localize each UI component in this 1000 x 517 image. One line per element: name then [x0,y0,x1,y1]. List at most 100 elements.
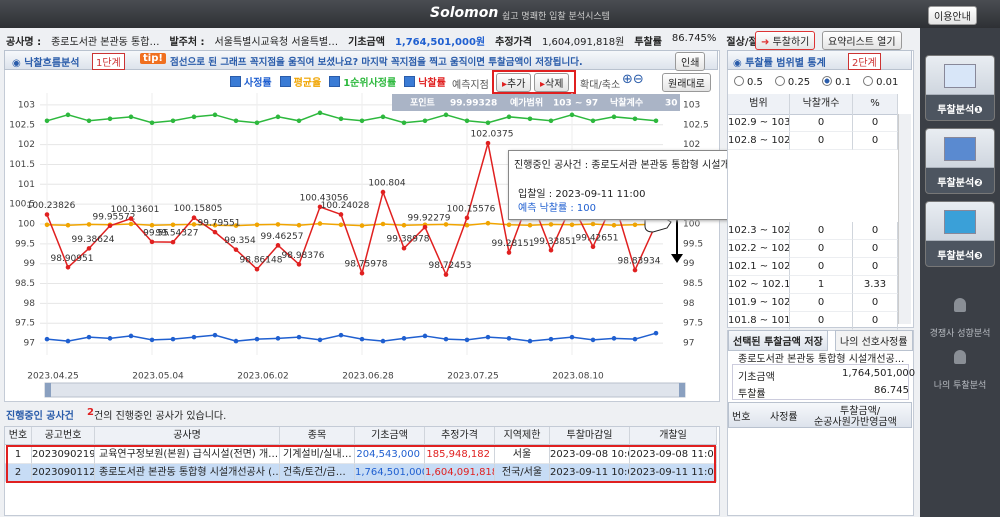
print-button[interactable]: 인쇄 [675,52,706,71]
nav-label: 투찰분석❶ [937,105,983,116]
data-point [422,224,428,230]
column-header: 종목 [280,427,355,445]
data-point [44,336,50,342]
y-tick-label: 98 [24,299,36,309]
y2-tick-label: 97 [683,339,694,349]
predict-label: 예측지점 [452,80,489,91]
nav-tile[interactable]: 투찰분석❶ [925,55,995,121]
radio-option[interactable]: 0.5 [734,76,763,88]
bid-button[interactable]: ➜ 투찰하기 [755,31,816,50]
data-point [401,245,407,251]
scroll-handle[interactable] [45,383,51,397]
preference-tab[interactable]: 나의 선호사정률 [835,330,913,351]
data-point [317,110,323,116]
data-point [380,189,386,195]
legend-entry[interactable]: 사정률 [230,74,272,89]
column-header: 범위 [728,94,790,115]
data-point [527,222,533,228]
help-button[interactable]: 이용안내 [928,6,977,25]
data-label: 98.83934 [618,257,661,267]
info-label: 포인트 [410,98,436,109]
legend-entry[interactable]: 평균율 [279,74,321,89]
data-point [443,112,449,118]
data-point [569,222,575,228]
chart-panel-title: ◉ 낙찰흐름분석 [12,58,80,69]
flag-icon: ▸ [540,79,546,90]
table-cell: 1 [790,276,853,294]
saved-value: 1,764,501,000 [842,368,916,379]
radio-option[interactable]: 0.01 [863,76,898,88]
x-tick-label: 2023.04.25 [27,372,79,382]
table-cell: 102.8 ~ 102.9 [728,132,790,150]
data-point [464,118,470,124]
series-line [46,332,657,342]
data-point [191,222,197,227]
data-point [485,220,491,226]
reset-button[interactable]: 원래대로 [662,73,711,92]
data-point [170,222,176,228]
nav-link[interactable]: 나의 투찰분석 [933,381,987,391]
data-point [401,222,407,228]
data-point [359,336,365,342]
table-cell: 교육연구정보원(본원) 급식시설(전면) 개… [95,446,280,464]
nav-icon [954,298,966,312]
saved-tab[interactable]: 선택된 투찰금액 저장 [728,330,828,351]
step-badge[interactable]: 1단계 [92,53,125,70]
data-point [338,222,344,228]
series: 100.23826 98.90951 99.38624 99.95572100.136… [27,130,661,277]
data-point [632,336,638,342]
scrollbar[interactable] [44,382,686,398]
data-point [443,222,449,227]
bid-icon: ➜ [761,37,773,48]
nav-tile[interactable]: 투찰분석❸ [925,201,995,267]
ongoing-count: 2 [87,407,94,418]
radio [863,76,874,86]
data-label: 99.38624 [72,235,115,245]
y-tick-label: 102 [18,140,35,150]
chart-panel-header [4,50,718,70]
data-point [107,336,113,341]
data-point [443,336,449,342]
scroll-handle[interactable] [679,383,685,397]
radio-label: 0.25 [787,77,811,88]
table-cell: 2023-09-08 10:00 [550,446,630,464]
summary-button[interactable]: 요약리스트 열기 [822,31,902,50]
data-point [128,216,134,221]
table-cell: 102.1 ~ 102.2 [728,258,790,276]
data-point [569,112,575,118]
zoom-icons[interactable]: ⊕⊖ [622,72,644,87]
data-point [149,222,155,228]
legend: 사정률 평균율 1순위사정률 낙찰률 [230,74,446,89]
top-bar [0,0,1000,28]
data-point [149,337,155,343]
delete-button[interactable]: ▸삭제 [534,73,570,92]
nav-link[interactable]: 경쟁사 성향분석 [929,329,991,339]
table-cell: 2023-09-08 11:00 [630,446,717,464]
highlight-box [6,445,716,483]
legend-entry[interactable]: 1순위사정률 [329,74,396,89]
add-button[interactable]: ▸추가 [496,73,532,92]
data-point [548,336,554,342]
data-label: 98.72453 [429,261,472,271]
column-header: 지역제한 [495,427,550,445]
info-label: 기초금액 [348,37,385,48]
column-header: 개찰일 [630,427,717,445]
nav-tile[interactable]: 투찰분석❷ [925,128,995,194]
radio-option[interactable]: 0.1 [822,76,851,88]
data-point [44,222,50,228]
legend-entry[interactable]: 낙찰률 [404,74,446,89]
radio-option[interactable]: 0.25 [774,76,811,88]
data-point [275,114,281,120]
tooltip-title: 진행중인 공사건 : 종로도서관 본관동 통합형 시설개선공사 (긴급공고) (… [514,160,853,171]
column-header: 낙찰개수 [790,94,853,115]
table-cell: 0 [790,312,853,330]
step-badge[interactable]: 2단계 [848,53,881,70]
data-point [296,334,302,340]
data-point [359,270,365,276]
data-point [443,272,449,277]
radio [774,76,785,86]
data-label: 99.33851 [534,237,577,247]
table-cell: 102.2 ~ 102.3 [728,240,790,258]
y-tick-label: 98.5 [15,279,35,289]
